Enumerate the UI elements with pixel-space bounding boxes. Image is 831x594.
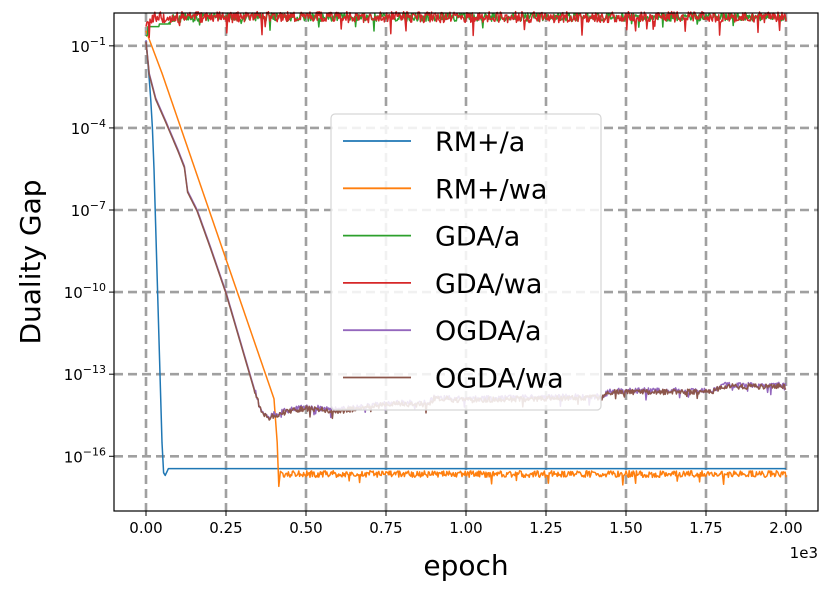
x-tick-label: 2.00 [769, 519, 802, 537]
series-line-1 [145, 40, 786, 477]
x-tick-label: 1.25 [529, 519, 562, 537]
x-ticks: 0.00 0.25 0.50 0.75 1.00 1.25 1.50 1.75 2.00 [129, 511, 803, 537]
series-line-2 [145, 30, 787, 488]
y-tick-label: 10−10 [64, 281, 106, 302]
x-tick-label: 1.50 [609, 519, 642, 537]
y-ticks: 10−1 10−4 10−7 10−10 10−13 10−16 [64, 35, 114, 466]
y-tick-label: 10−4 [71, 117, 106, 138]
x-tick-label: 1.75 [689, 519, 722, 537]
y-tick-label: 10−1 [71, 35, 106, 56]
x-tick-label: 0.50 [289, 519, 322, 537]
legend-label-2: RM+/wa [435, 174, 547, 205]
x-axis-label: epoch [423, 549, 508, 582]
legend-label-6: OGDA/wa [435, 364, 564, 395]
x-tick-label: 1.00 [449, 519, 482, 537]
y-axis-label: Duality Gap [14, 179, 47, 344]
y-tick-label: 10−13 [64, 363, 106, 384]
y-tick-label: 10−7 [71, 199, 106, 220]
legend-label-4: GDA/wa [435, 269, 542, 300]
x-tick-label: 0.25 [209, 519, 242, 537]
legend-label-3: GDA/a [435, 222, 520, 253]
legend-label-1: RM+/a [435, 127, 525, 158]
x-tick-label: 0.75 [369, 519, 402, 537]
y-tick-label: 10−16 [64, 445, 106, 466]
legend: RM+/a RM+/wa GDA/a GDA/wa OGDA/a OGDA/wa [330, 113, 602, 411]
x-offset-text: 1e3 [790, 544, 818, 562]
x-tick-label: 0.00 [129, 519, 162, 537]
series-line-4 [145, 10, 787, 39]
legend-label-5: OGDA/a [435, 316, 542, 347]
